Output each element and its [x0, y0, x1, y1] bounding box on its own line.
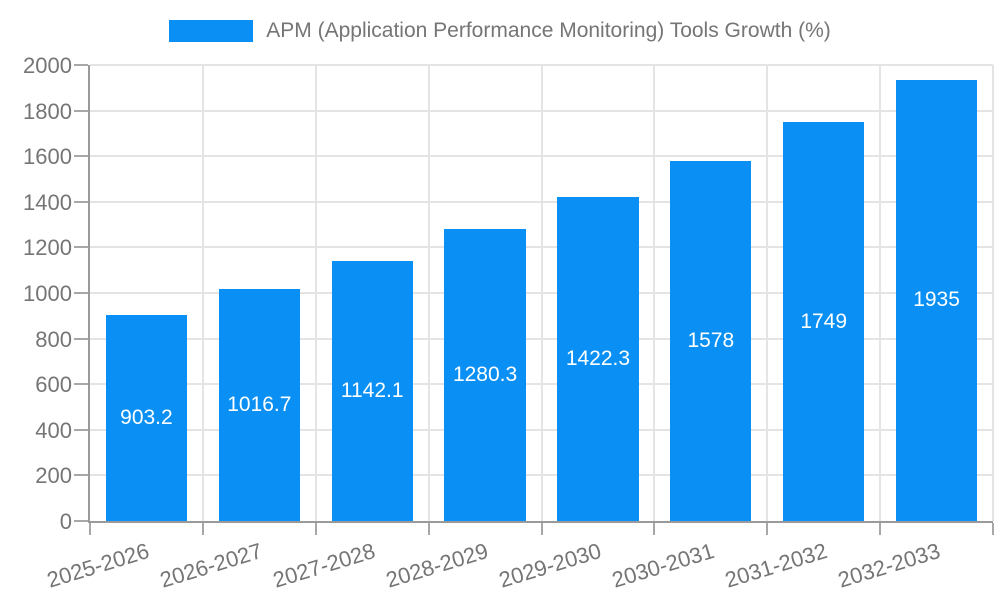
bar: 1935: [895, 79, 978, 521]
x-tick: [766, 523, 769, 535]
y-tick: [74, 64, 88, 66]
bar-value-label: 1935: [913, 288, 960, 312]
y-tick-label: 200: [35, 463, 72, 489]
y-tick-label: 1400: [23, 189, 72, 215]
x-tick: [201, 523, 204, 535]
y-tick: [74, 246, 88, 249]
y-tick-label: 1600: [23, 144, 72, 170]
legend: APM (Application Performance Monitoring)…: [0, 16, 1000, 46]
y-tick-label: 2000: [23, 53, 72, 78]
bar-value-label: 1142.1: [340, 378, 404, 402]
x-axis-labels: 2025-2026 2026-2027 2027-2028 2028-2029 2029…: [44, 538, 993, 599]
x-tick: [992, 523, 994, 535]
bar-value-label: 1749: [800, 309, 848, 333]
y-tick: [74, 428, 88, 431]
v-gridline: [992, 65, 994, 521]
bar: 1749: [783, 122, 865, 521]
x-tick: [427, 523, 430, 535]
v-gridline: [427, 65, 430, 521]
v-gridline: [766, 65, 769, 521]
y-tick: [74, 155, 88, 158]
bar-value-label: 903.2: [120, 406, 173, 430]
bar-value-label: 1016.7: [227, 393, 292, 417]
x-tick: [540, 523, 543, 535]
bar: 1422.3: [557, 196, 639, 521]
legend-label: APM (Application Performance Monitoring)…: [266, 19, 831, 42]
y-tick: [74, 200, 88, 203]
y-tick: [74, 337, 88, 340]
y-tick: [74, 109, 88, 112]
bar-value-label: 1578: [687, 329, 735, 353]
x-tick: [314, 523, 317, 535]
v-gridline: [540, 65, 543, 521]
y-tick-label: 1800: [23, 98, 72, 124]
y-tick: [74, 292, 88, 294]
x-tick: [879, 523, 882, 535]
y-axis-labels: 0 200 400 600 800 1000 1200 1400 1600 1800 2000: [0, 54, 72, 534]
v-gridline: [314, 65, 317, 521]
bar: 1142.1: [331, 260, 413, 521]
v-gridline: [879, 65, 882, 521]
plot-area: 903.2 1016.7 1142.1 1280.3 1422.3 1578 1749 193…: [74, 64, 994, 535]
y-tick-label: 0: [59, 509, 72, 534]
y-tick: [74, 474, 88, 477]
y-tick-label: 1200: [23, 235, 72, 261]
legend-swatch: [169, 20, 254, 42]
bar: 1280.3: [444, 229, 526, 521]
x-tick: [653, 523, 656, 535]
y-tick-label: 400: [35, 417, 72, 443]
bar: 1016.7: [218, 289, 300, 521]
y-tick-label: 600: [35, 372, 72, 398]
v-gridline: [201, 65, 204, 521]
y-tick: [74, 520, 88, 522]
bar: 1578: [670, 161, 752, 521]
bar-value-label: 1280.3: [452, 363, 518, 387]
x-tick: [89, 523, 91, 535]
y-tick-label: 1000: [23, 281, 72, 306]
bar: 903.2: [105, 315, 188, 521]
v-gridline: [653, 65, 656, 521]
bar-value-label: 1422.3: [565, 346, 631, 370]
y-tick: [74, 383, 88, 386]
y-tick-label: 800: [35, 326, 72, 352]
